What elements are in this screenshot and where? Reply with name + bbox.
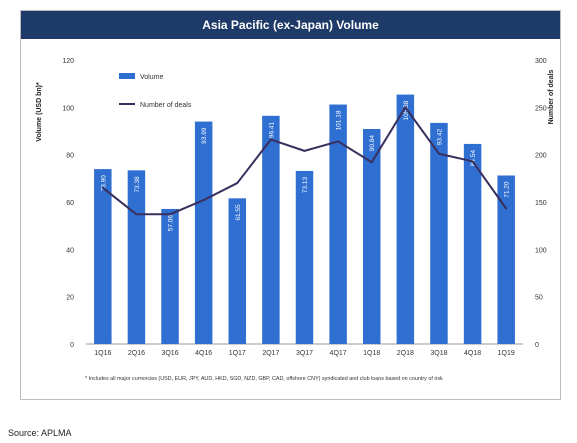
y-tick-label: 60 (66, 200, 74, 207)
chart-frame: Asia Pacific (ex-Japan) Volume 0 20 40 60 80… (20, 10, 561, 400)
y2-axis-title: Number of deals (548, 69, 555, 124)
bar-volume (194, 121, 213, 344)
y2-tick-label: 200 (535, 153, 547, 160)
bar-data-label: 84.54 (470, 150, 477, 167)
y-tick-label: 20 (66, 295, 74, 302)
x-tick-label: 2Q17 (262, 350, 279, 357)
y-axis-title: Volume (USD bn)* (36, 82, 43, 142)
y2-tick-label: 100 (535, 247, 547, 254)
line-point (202, 199, 205, 201)
chart-title: Asia Pacific (ex-Japan) Volume (21, 11, 560, 39)
y-tick-label: 0 (70, 342, 74, 349)
bar-volume (362, 129, 381, 344)
line-point (236, 182, 239, 184)
line-point (370, 161, 373, 164)
bar-data-label: 93.42 (436, 129, 443, 146)
bar-volume (295, 170, 314, 344)
y-tick-label: 100 (62, 105, 74, 112)
bar-data-label: 71.20 (504, 181, 511, 198)
y2-tick-label: 50 (535, 295, 543, 302)
bar-data-label: 73.13 (302, 177, 309, 194)
x-tick-label: 3Q16 (161, 350, 178, 357)
bar-volume (329, 104, 347, 344)
bar-data-label: 73.38 (134, 176, 141, 193)
line-point (270, 138, 272, 141)
x-tick-label: 1Q18 (363, 350, 380, 357)
legend-swatch-volume (119, 73, 135, 79)
bar-data-label: 90.84 (369, 135, 376, 152)
x-tick-label: 4Q16 (195, 350, 212, 357)
y2-tick-label: 150 (535, 200, 547, 207)
y2-tick-label: 0 (535, 342, 539, 349)
bar-data-label: 96.41 (268, 121, 275, 138)
bar-data-label: 93.99 (201, 127, 208, 144)
line-point (303, 150, 306, 152)
x-tick-label: 2Q18 (397, 350, 414, 357)
line-point (135, 213, 138, 216)
y-tick-label: 120 (62, 58, 74, 65)
bar-data-label: 73.90 (100, 175, 107, 192)
bar-data-label: 61.55 (235, 204, 242, 221)
bar-volume (463, 143, 482, 344)
legend-label-volume: Volume (140, 74, 163, 81)
bar-data-label: 57.06 (168, 215, 175, 232)
bar-volume (262, 115, 280, 344)
bar-volume (396, 94, 415, 344)
bar-volume (94, 169, 112, 344)
line-point (337, 140, 339, 143)
x-tick-label: 2Q16 (128, 350, 145, 357)
x-tick-label: 1Q17 (229, 350, 246, 357)
x-tick-label: 3Q17 (296, 350, 313, 357)
y-tick-label: 40 (66, 247, 74, 254)
x-tick-label: 4Q17 (330, 350, 347, 357)
bar-volume (497, 175, 515, 344)
line-point (102, 187, 104, 189)
line-point (471, 160, 474, 163)
y2-tick-label: 250 (535, 105, 547, 112)
bar-volume (161, 208, 179, 344)
line-point (169, 213, 171, 216)
chart-plot: 0 20 40 60 80 100 120 0 50 100 150 200 250 300 Volume … (36, 58, 555, 382)
x-tick-label: 3Q18 (430, 350, 447, 357)
chart-footnote: * Includes all major currencies (USD, EU… (85, 376, 443, 382)
x-tick-label: 1Q16 (94, 350, 111, 357)
source-caption: Source: APLMA (8, 428, 72, 438)
line-point (438, 152, 440, 155)
line-point (404, 106, 407, 109)
bar-volume (127, 170, 146, 344)
y-tick-label: 80 (66, 153, 74, 160)
x-tick-label: 1Q19 (498, 350, 515, 357)
bar-volume (430, 122, 448, 344)
x-tick-label: 4Q18 (464, 350, 481, 357)
y2-tick-label: 300 (535, 58, 547, 65)
legend-label-deals: Number of deals (140, 102, 192, 109)
line-point (505, 207, 507, 210)
bar-data-label: 101.18 (336, 110, 343, 130)
bar-volume (228, 198, 247, 344)
